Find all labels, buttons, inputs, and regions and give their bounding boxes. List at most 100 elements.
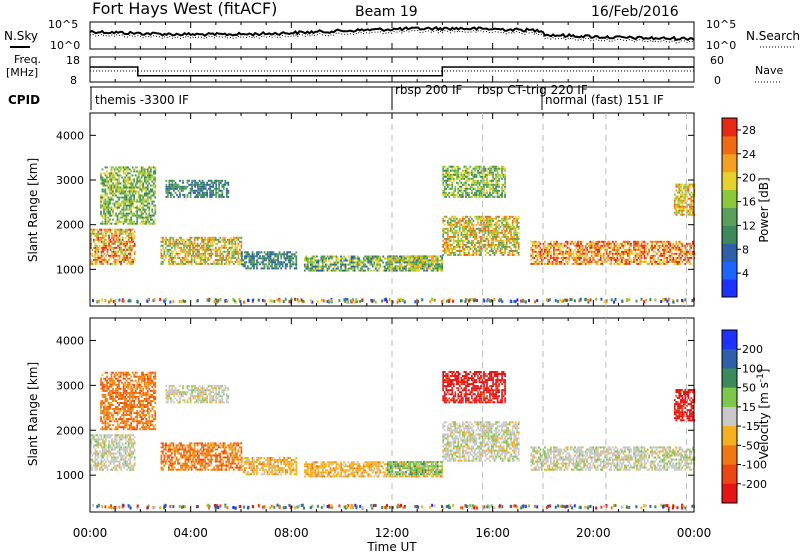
power-cell [225,193,228,196]
power-cell [593,244,596,247]
power-cell [618,258,620,261]
power-cell [130,202,133,205]
power-cell [496,167,499,170]
power-cell [409,255,412,258]
power-cell [427,255,430,258]
power-cell [344,299,347,303]
power-cell [143,208,146,211]
power-cell [278,253,281,256]
power-cell [209,191,212,194]
power-cell [166,238,169,241]
power-cell [486,175,488,178]
power-cell [303,257,306,260]
power-cell [160,254,163,257]
power-cell [602,252,605,255]
power-cell [446,247,449,250]
power-cell [272,251,275,254]
power-cell [145,194,148,197]
power-cell [208,246,211,249]
power-cell [390,265,392,268]
power-cell [311,261,314,264]
power-cell [290,255,293,258]
power-cell [675,203,678,206]
power-cell [667,240,670,243]
power-cell [465,171,467,174]
power-cell [496,245,499,248]
power-cell [284,297,287,301]
power-cell [443,241,446,244]
power-cell [498,179,500,182]
power-cell [359,299,362,303]
power-cell [477,217,479,220]
power-cell [166,252,169,255]
power-cell [121,192,123,195]
power-cell [679,242,682,245]
power-cell [125,216,128,219]
power-cell [124,218,126,221]
power-cell [508,225,511,228]
power-cell [346,259,348,262]
power-cell [186,179,189,182]
power-cell [516,251,519,254]
power-cell [678,183,681,186]
power-cell [367,269,370,272]
power-cell [510,229,513,232]
power-cell [449,177,452,180]
power-cell [663,248,666,251]
power-cell [269,255,272,258]
power-cell [136,206,139,209]
power-cell [679,248,682,251]
power-cell [640,250,643,253]
power-cell [103,172,105,175]
power-cell [454,215,457,218]
power-cell [244,261,246,264]
power-cell [114,228,116,231]
power-cell [689,248,691,251]
power-cell [232,262,235,265]
power-cell [679,213,682,216]
power-cell [690,244,693,247]
power-cell [232,238,235,241]
power-cell [174,246,176,249]
power-cell [492,235,494,238]
power-cell [625,248,628,251]
power-cell [507,245,510,248]
power-cell [154,186,157,189]
power-cell [478,195,481,198]
power-cell [451,231,454,234]
power-cell [490,299,493,303]
power-cell [272,253,275,256]
power-cell [275,263,278,266]
power-cell [445,193,448,196]
power-cell [483,217,485,220]
power-cell [122,182,125,185]
power-cell [203,183,205,186]
power-cell [167,193,169,196]
power-cell [640,297,643,301]
power-cell [678,258,681,261]
power-cell [466,231,469,234]
power-cell [462,239,464,242]
power-cell [115,220,117,223]
power-cell [211,240,214,243]
power-cell [146,196,149,199]
power-cell [658,254,661,257]
power-cell [105,242,107,245]
power-cell [199,246,202,249]
power-cell [514,241,517,244]
power-cell [130,212,133,215]
power-cell [553,256,555,259]
power-cell [379,265,382,268]
power-cell [189,193,192,196]
power-cell [468,177,470,180]
power-cell [448,254,451,256]
power-cell [114,242,116,245]
power-cell [152,214,155,217]
power-cell [411,269,413,272]
power-cell [426,269,428,272]
power-cell [636,260,638,263]
power-cell [190,260,193,263]
power-cell [577,256,579,259]
power-cell [480,237,482,240]
power-cell [666,244,669,247]
